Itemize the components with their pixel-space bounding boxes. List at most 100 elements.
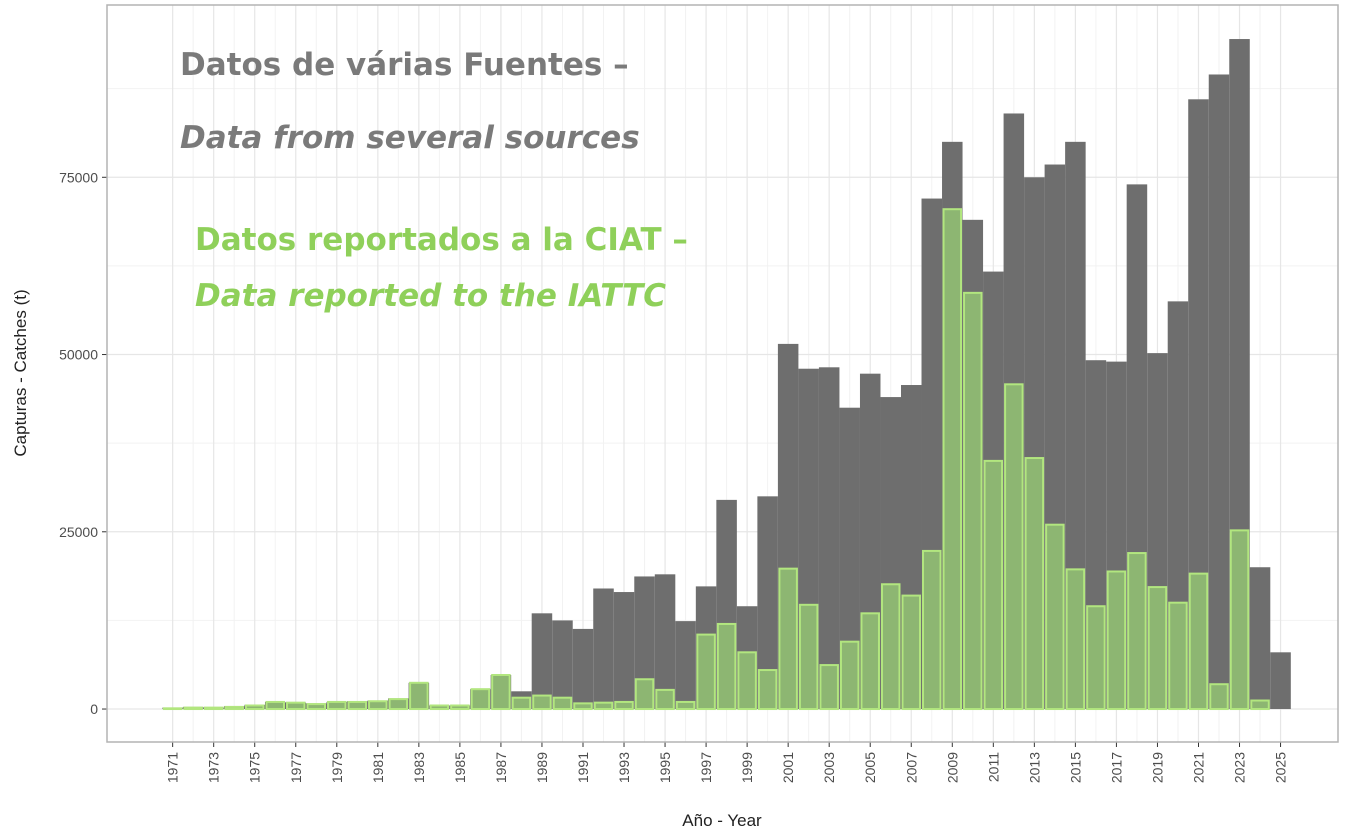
x-tick-label: 2011: [985, 752, 1001, 782]
y-tick-label: 0: [90, 701, 98, 717]
bar: [306, 703, 327, 711]
bar: [1106, 570, 1127, 711]
y-tick-label: 25000: [59, 524, 98, 540]
bar: [860, 612, 880, 711]
bar: [470, 688, 491, 711]
x-tick-label: 2009: [944, 752, 960, 783]
bar: [963, 291, 983, 711]
bar: [634, 678, 655, 711]
x-tick-label: 2001: [780, 752, 796, 783]
bar: [511, 696, 532, 711]
bar: [696, 633, 716, 711]
x-tick-label: 2013: [1026, 752, 1042, 783]
bar: [1024, 457, 1045, 711]
annotation: Data from several sources: [180, 120, 640, 156]
x-tick-label: 2015: [1067, 752, 1083, 783]
bar: [818, 367, 840, 710]
bar: [901, 594, 922, 711]
bar: [429, 704, 450, 711]
bar: [244, 704, 265, 711]
bar: [1004, 383, 1024, 711]
bar: [655, 688, 675, 711]
bar: [819, 664, 839, 711]
bar: [798, 603, 819, 711]
x-tick-label: 1975: [247, 752, 263, 783]
x-tick-label: 1985: [452, 752, 468, 783]
x-tick-label: 2003: [821, 752, 837, 783]
bar: [1086, 605, 1106, 711]
bar: [552, 620, 573, 710]
annotation: Datos de várias Fuentes –: [180, 47, 629, 83]
bar: [1229, 529, 1250, 711]
bar: [654, 574, 676, 710]
x-tick-label: 1973: [206, 752, 222, 783]
bar: [491, 674, 511, 711]
bar: [1045, 523, 1065, 711]
x-tick-label: 1983: [411, 752, 427, 783]
bar: [1249, 567, 1271, 710]
annotation: Datos reportados a la CIAT –: [195, 222, 688, 258]
x-tick-label: 1987: [493, 752, 509, 783]
bar: [409, 681, 429, 711]
x-tick-label: 2021: [1190, 752, 1206, 783]
bar: [1209, 683, 1229, 711]
bar: [614, 700, 634, 711]
bar: [1127, 552, 1147, 711]
y-tick-label: 75000: [59, 169, 98, 185]
bar: [532, 694, 552, 711]
bar: [1250, 699, 1270, 711]
bar: [593, 588, 614, 710]
panel-border: [106, 4, 1339, 743]
x-axis-label: Año - Year: [682, 811, 762, 830]
x-tick-label: 2007: [903, 752, 919, 783]
bar: [675, 621, 696, 710]
bar: [942, 208, 963, 711]
bar: [839, 407, 860, 710]
annotation: Data reported to the IATTC: [195, 278, 666, 314]
x-tick-label: 1999: [739, 752, 755, 783]
bar: [593, 701, 614, 711]
x-tick-label: 2023: [1232, 752, 1248, 783]
bar: [1270, 652, 1291, 710]
bar: [922, 549, 942, 711]
bar: [716, 622, 737, 711]
x-tick-label: 2025: [1273, 752, 1289, 783]
bar: [327, 700, 347, 711]
bar: [613, 592, 635, 710]
bar: [552, 696, 573, 711]
bar: [1065, 568, 1086, 711]
x-tick-label: 1971: [165, 752, 181, 783]
x-tick-label: 2005: [862, 752, 878, 783]
bar: [634, 576, 655, 710]
bar: [347, 700, 368, 711]
bar: [1065, 141, 1086, 710]
bar: [1188, 572, 1209, 711]
bar: [757, 669, 778, 711]
x-tick-label: 1981: [370, 752, 386, 783]
bar: [531, 613, 553, 710]
bar: [1188, 99, 1209, 710]
bar: [265, 700, 285, 711]
bar: [162, 707, 183, 711]
bar: [285, 701, 306, 711]
x-tick-label: 1977: [288, 752, 304, 783]
bar: [1168, 601, 1188, 711]
x-tick-label: 1997: [698, 752, 714, 783]
bar: [450, 704, 470, 711]
x-tick-label: 2019: [1149, 752, 1165, 783]
y-axis-label: Capturas - Catches (t): [11, 289, 30, 456]
bar: [224, 705, 244, 711]
x-tick-label: 2017: [1108, 752, 1124, 783]
bar: [183, 706, 203, 711]
bar: [778, 567, 798, 711]
y-tick-label: 50000: [59, 347, 98, 363]
bar: [737, 651, 757, 711]
bar: [368, 700, 388, 711]
bar: [675, 700, 696, 711]
bar: [573, 702, 593, 711]
bar: [1208, 74, 1230, 710]
x-tick-label: 1995: [657, 752, 673, 783]
x-tick-label: 1991: [575, 752, 591, 783]
bar: [1147, 586, 1168, 711]
